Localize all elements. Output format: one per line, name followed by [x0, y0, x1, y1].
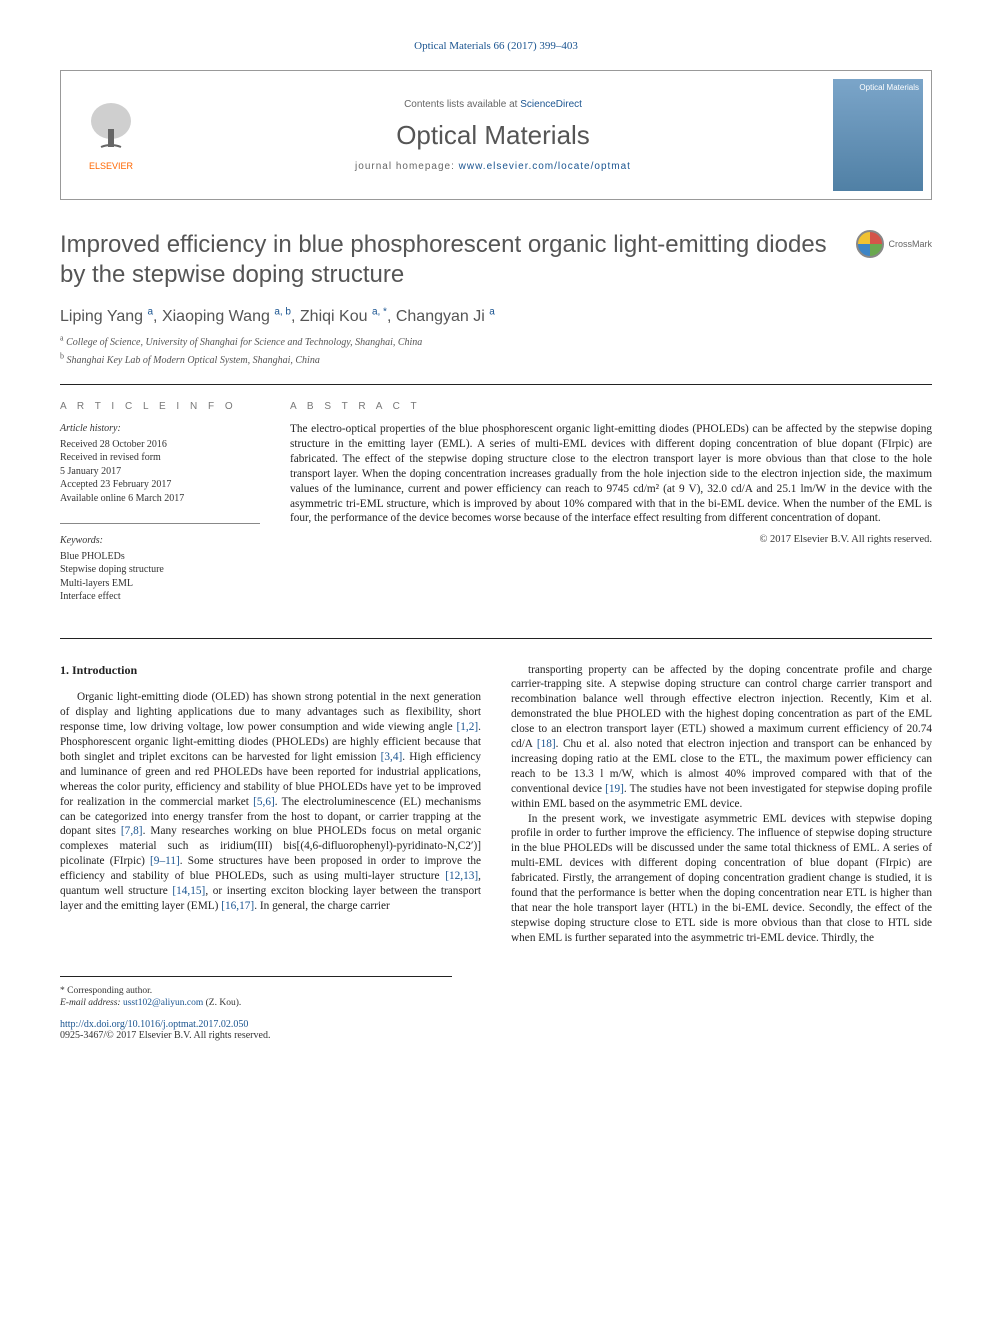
contents-list-line: Contents lists available at ScienceDirec…: [404, 99, 582, 110]
body-para-2: transporting property can be affected by…: [511, 663, 932, 812]
article-info-head: A R T I C L E I N F O: [60, 401, 260, 412]
journal-header: ELSEVIER Contents lists available at Sci…: [60, 70, 932, 200]
affiliation-b: b Shanghai Key Lab of Modern Optical Sys…: [60, 354, 932, 368]
keywords-label: Keywords:: [60, 534, 260, 548]
corresponding-note: * Corresponding author.: [60, 985, 452, 997]
article-history: Article history: Received 28 October 201…: [60, 422, 260, 505]
citation-line: Optical Materials 66 (2017) 399–403: [60, 40, 932, 52]
separator-2: [60, 638, 932, 639]
abstract-head: A B S T R A C T: [290, 401, 932, 412]
homepage-line: journal homepage: www.elsevier.com/locat…: [355, 161, 631, 172]
history-label: Article history:: [60, 422, 260, 436]
affiliation-a: a College of Science, University of Shan…: [60, 336, 932, 350]
body-col-left: 1. Introduction Organic light-emitting d…: [60, 663, 481, 946]
contents-prefix: Contents lists available at: [404, 99, 520, 110]
email-who: (Z. Kou).: [203, 998, 241, 1008]
abstract-copyright: © 2017 Elsevier B.V. All rights reserved…: [290, 534, 932, 545]
keywords-block: Keywords: Blue PHOLEDsStepwise doping st…: [60, 534, 260, 604]
email-label: E-mail address:: [60, 998, 123, 1008]
homepage-prefix: journal homepage:: [355, 161, 459, 172]
footer: * Corresponding author. E-mail address: …: [60, 976, 452, 1010]
cover-thumb-label: Optical Materials: [859, 83, 919, 92]
info-sep: [60, 523, 260, 524]
sciencedirect-link[interactable]: ScienceDirect: [520, 99, 582, 110]
doi-link[interactable]: http://dx.doi.org/10.1016/j.optmat.2017.…: [60, 1019, 932, 1030]
elsevier-logo: ELSEVIER: [61, 71, 161, 199]
body-para-3: In the present work, we investigate asym…: [511, 812, 932, 946]
journal-name: Optical Materials: [396, 120, 590, 151]
keywords-text: Blue PHOLEDsStepwise doping structureMul…: [60, 550, 260, 604]
separator: [60, 384, 932, 385]
body-para-1: Organic light-emitting diode (OLED) has …: [60, 690, 481, 914]
tree-icon: [81, 99, 141, 159]
crossmark-badge[interactable]: CrossMark: [856, 230, 932, 258]
crossmark-icon: [856, 230, 884, 258]
abstract-text: The electro-optical properties of the bl…: [290, 422, 932, 526]
email-link[interactable]: usst102@aliyun.com: [123, 998, 203, 1008]
author-list: Liping Yang a, Xiaoping Wang a, b, Zhiqi…: [60, 308, 932, 326]
section-heading: 1. Introduction: [60, 663, 481, 679]
email-line: E-mail address: usst102@aliyun.com (Z. K…: [60, 997, 452, 1009]
crossmark-label: CrossMark: [888, 239, 932, 249]
body-col-right: transporting property can be affected by…: [511, 663, 932, 946]
article-title: Improved efficiency in blue phosphoresce…: [60, 230, 856, 290]
history-text: Received 28 October 2016Received in revi…: [60, 438, 260, 506]
issn-copyright: 0925-3467/© 2017 Elsevier B.V. All right…: [60, 1030, 932, 1041]
cover-thumbnail: Optical Materials: [833, 79, 923, 191]
elsevier-label: ELSEVIER: [89, 161, 133, 171]
homepage-link[interactable]: www.elsevier.com/locate/optmat: [459, 161, 631, 172]
